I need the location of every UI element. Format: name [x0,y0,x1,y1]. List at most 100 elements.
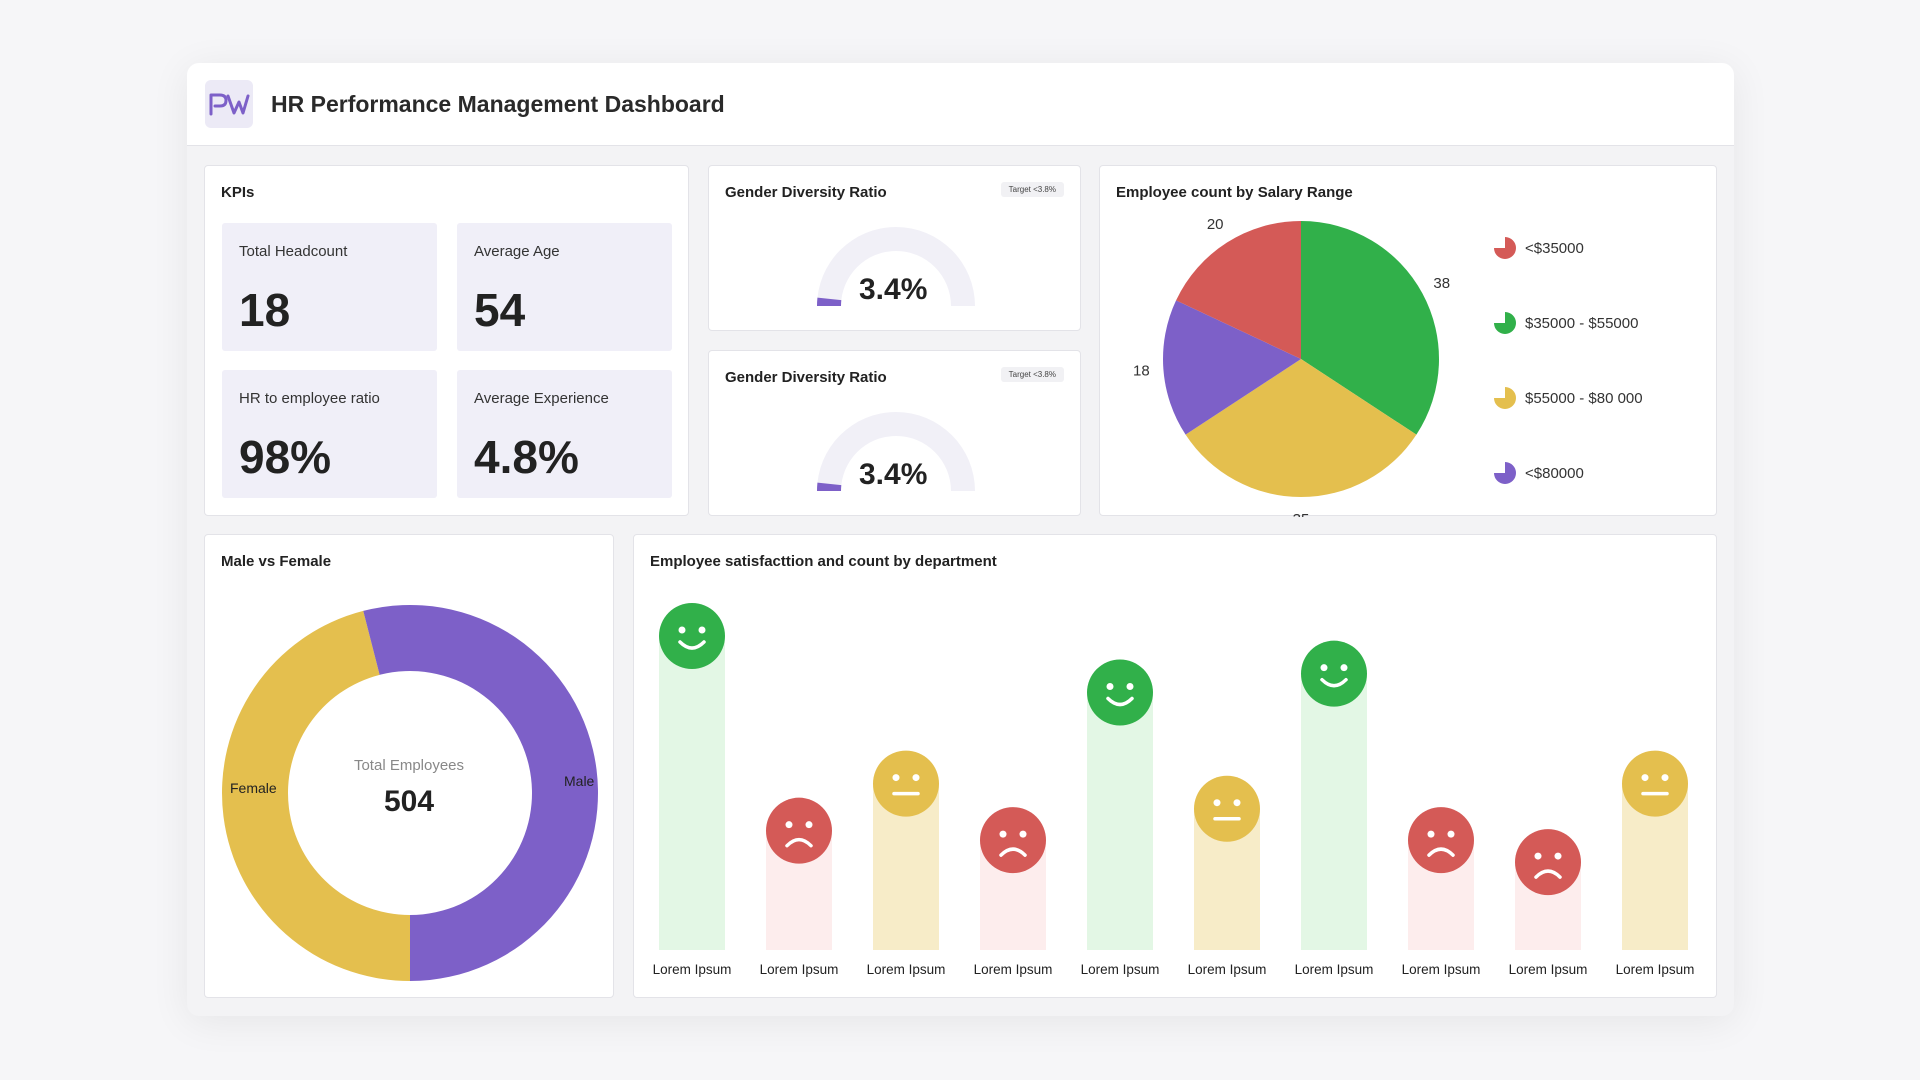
face-eye [1641,774,1649,782]
pie-legend-icon [1494,237,1516,259]
target-badge: Target <3.8% [1000,182,1064,197]
salary-pie-chart: 38 35 18 20 [1133,216,1450,517]
legend-item: <$35000 [1493,236,1584,260]
face-eye [1019,830,1027,838]
gauge-fill [817,482,842,491]
pie-value-label: 35 [1293,511,1310,517]
face-eye [1320,664,1328,672]
pw-logo-icon [209,93,250,116]
satisfaction-bar-chart [659,603,1688,950]
satisfaction-bar [659,636,725,950]
face-mouth [1106,696,1134,707]
gauge-chart [817,227,975,306]
department-label: Lorem Ipsum [1508,962,1588,977]
male-label: Male [564,773,595,789]
sad-face-icon [1515,829,1581,896]
kpi-label: HR to employee ratio [239,390,380,407]
face-mouth [1427,847,1455,857]
legend-label: $35000 - $55000 [1525,314,1639,332]
satisfaction-panel-title: Employee satisfacttion and count by depa… [650,553,997,570]
face-eye [678,626,686,634]
gender-panel: Male vs Female Total Employees 504 Femal… [204,534,614,998]
salary-panel: Employee count by Salary Range 38351820 … [1099,165,1717,517]
gauge-track [817,227,975,306]
legend-label: $55000 - $80 000 [1525,389,1643,407]
pie-slice [1176,221,1301,359]
gender-panel-title: Male vs Female [221,553,332,570]
department-label: Lorem Ipsum [973,962,1053,977]
face-eye [698,626,706,634]
face-eye [1447,830,1455,838]
department-label: Lorem Ipsum [1080,962,1160,977]
pie-value-label: 38 [1433,275,1450,292]
kpi-total-headcount: Total Headcount 18 [222,223,437,351]
kpi-label: Average Age [474,243,560,260]
face-mouth [785,837,813,848]
donut-center-value: 504 [383,785,435,818]
neutral-face-icon [1194,775,1260,842]
gauge-chart [817,412,975,491]
face-eye [1661,774,1669,782]
kpi-value: 18 [239,284,291,336]
gauge-title: Gender Diversity Ratio [725,369,887,386]
face-eye [1233,799,1241,807]
face-mouth [1320,677,1348,688]
dashboard-frame: HR Performance Management Dashboard KPIs… [187,63,1734,1016]
kpi-panel-title: KPIs [221,184,255,201]
page-title: HR Performance Management Dashboard [271,90,725,117]
legend-item: $35000 - $55000 [1493,311,1638,335]
neutral-face-icon [1622,750,1688,817]
kpi-average-experience: Average Experience 4.8% [457,370,672,498]
satisfaction-panel: Employee satisfacttion and count by depa… [633,534,1717,998]
face-mouth [1534,869,1562,879]
gender-donut-chart [221,605,598,981]
happy-face-icon [659,603,725,669]
satisfaction-bar [1301,673,1367,950]
neutral-face-icon [873,750,939,817]
kpi-value: 98% [239,431,332,483]
gauge-track [817,412,975,491]
target-badge: Target <3.8% [1000,367,1064,382]
department-label: Lorem Ipsum [759,962,839,977]
pie-legend-icon [1494,462,1516,484]
sad-face-icon [980,807,1046,874]
sad-face-icon [766,797,832,864]
face-eye [1106,683,1114,691]
sad-face-icon [1408,807,1474,874]
department-label: Lorem Ipsum [1401,962,1481,977]
pie-slice [1301,221,1439,435]
pie-value-label: 18 [1133,362,1150,379]
pie-value-label: 20 [1207,216,1224,233]
face-eye [892,774,900,782]
legend-item: <$80000 [1493,461,1584,485]
department-label: Lorem Ipsum [866,962,946,977]
gauge-panel-1: Gender Diversity Ratio Target <3.8% 3.4% [708,165,1081,331]
kpi-average-age: Average Age 54 [457,223,672,351]
gauge-panel-2: Gender Diversity Ratio Target <3.8% 3.4% [708,350,1081,516]
department-label: Lorem Ipsum [1294,962,1374,977]
donut-center-label: Total Employees [353,757,465,774]
face-eye [805,821,813,829]
gauge-title: Gender Diversity Ratio [725,184,887,201]
pie-slice [1185,359,1417,497]
face-eye [999,830,1007,838]
legend-label: <$80000 [1525,464,1584,482]
legend-item: $55000 - $80 000 [1493,386,1643,410]
male-segment [363,605,598,981]
female-label: Female [230,780,277,796]
face-eye [912,774,920,782]
legend-label: <$35000 [1525,239,1584,257]
pie-legend-icon [1494,387,1516,409]
pie-slice [1163,300,1301,435]
salary-panel-title: Employee count by Salary Range [1116,184,1353,201]
happy-face-icon [1301,640,1367,707]
header: HR Performance Management Dashboard [187,63,1734,146]
face-mouth [678,640,706,650]
kpi-label: Average Experience [474,390,609,407]
female-segment [221,610,410,981]
face-eye [785,821,793,829]
satisfaction-bar [1087,692,1153,950]
kpi-panel: KPIs Total Headcount 18 Average Age 54 H… [204,165,689,516]
gauge-fill [817,297,842,306]
department-label: Lorem Ipsum [652,962,732,977]
